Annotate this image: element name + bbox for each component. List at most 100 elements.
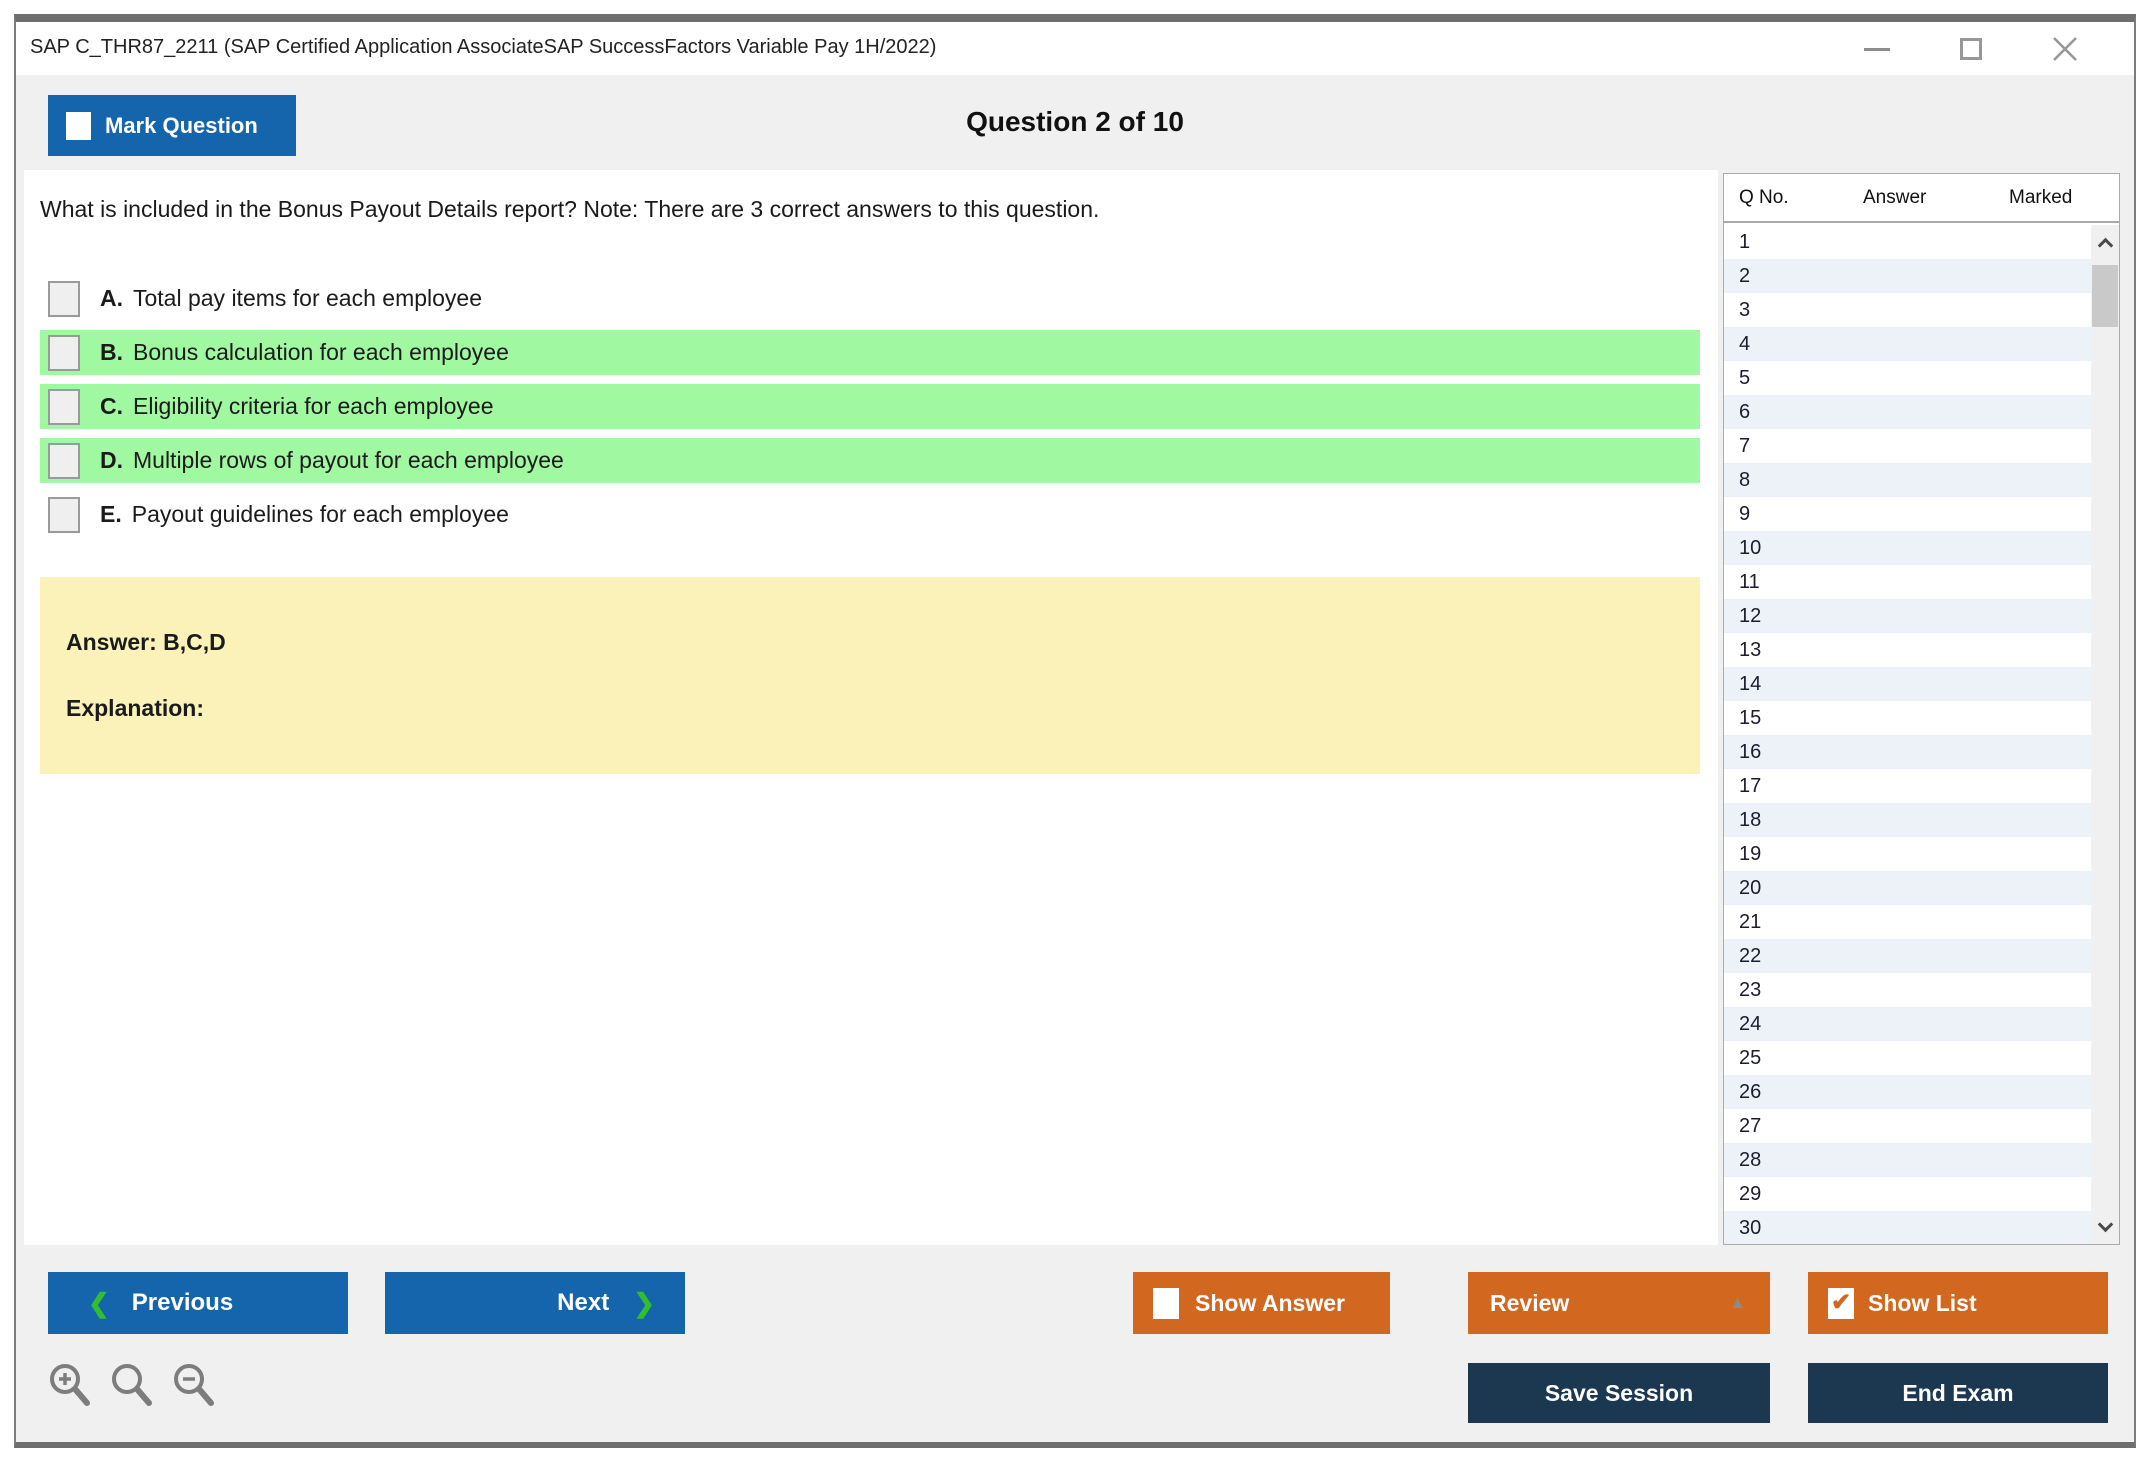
previous-button[interactable]: ❮ Previous — [48, 1272, 348, 1334]
scroll-down-button[interactable] — [2091, 1210, 2119, 1244]
option-checkbox[interactable] — [48, 334, 80, 371]
previous-label: Previous — [131, 1289, 234, 1316]
title-bar: SAP C_THR87_2211 (SAP Certified Applicat… — [16, 22, 2134, 75]
scrollbar-thumb[interactable] — [2092, 265, 2118, 327]
next-chevron-icon: ❯ — [633, 1287, 655, 1318]
scroll-up-button[interactable] — [2091, 225, 2119, 259]
show-list-checkbox[interactable]: ✔ — [1828, 1287, 1854, 1319]
close-icon — [2053, 37, 2077, 61]
question-list-row[interactable]: 26 — [1724, 1075, 2091, 1109]
answer-text: Answer: B,C,D — [66, 629, 226, 655]
next-label: Next — [557, 1289, 610, 1316]
close-button[interactable] — [2048, 32, 2082, 66]
option-text: Eligibility criteria for each employee — [133, 393, 494, 419]
option-row-a[interactable]: A. Total pay items for each employee — [40, 276, 1700, 321]
question-list-row[interactable]: 15 — [1739, 707, 1762, 729]
question-list-row[interactable]: 30 — [1724, 1211, 2091, 1244]
next-button[interactable]: Next ❯ — [385, 1272, 685, 1334]
answer-box: Answer: B,C,D Explanation: — [40, 577, 1700, 774]
option-checkbox[interactable] — [48, 388, 80, 425]
question-list-row[interactable]: 13 — [1739, 639, 1762, 661]
minimize-icon — [1864, 47, 1890, 51]
question-list-row[interactable]: 2 — [1724, 259, 2091, 293]
option-checkbox[interactable] — [48, 280, 80, 317]
question-list-row[interactable]: 19 — [1739, 843, 1762, 865]
question-list-row[interactable]: 14 — [1724, 667, 2091, 701]
option-row-d[interactable]: D. Multiple rows of payout for each emplo… — [40, 438, 1700, 483]
collapse-arrow-icon: ▲ — [1729, 1293, 1746, 1312]
option-text: Multiple rows of payout for each employe… — [133, 447, 564, 473]
zoom-out-icon[interactable] — [170, 1360, 220, 1412]
option-letter: D. — [100, 447, 123, 473]
question-list-row[interactable]: 27 — [1739, 1115, 1762, 1137]
window-controls — [1860, 30, 2082, 68]
question-list-row[interactable]: 18 — [1724, 803, 2091, 837]
explanation-label: Explanation: — [66, 695, 205, 721]
show-answer-button[interactable]: Show Answer — [1133, 1272, 1390, 1334]
question-list-row[interactable]: 23 — [1739, 979, 1762, 1001]
question-list-row[interactable]: 24 — [1724, 1007, 2091, 1041]
show-answer-label: Show Answer — [1195, 1289, 1345, 1316]
option-text: Bonus calculation for each employee — [133, 339, 509, 365]
show-answer-checkbox[interactable] — [1153, 1287, 1179, 1319]
question-list-row[interactable]: 9 — [1739, 503, 1751, 525]
option-checkbox[interactable] — [48, 496, 80, 533]
save-session-label: Save Session — [1544, 1379, 1694, 1406]
question-counter: Question 2 of 10 — [966, 106, 1184, 137]
question-list-row[interactable]: 4 — [1724, 327, 2091, 361]
question-panel: What is included in the Bonus Payout Det… — [24, 170, 1718, 1245]
question-list-row[interactable]: 17 — [1739, 775, 1762, 797]
minimize-button[interactable] — [1860, 32, 1894, 66]
option-letter: A. — [100, 285, 123, 311]
end-exam-button[interactable]: End Exam — [1808, 1363, 2108, 1423]
mark-question-checkbox[interactable] — [66, 111, 91, 140]
question-list-row[interactable]: 8 — [1724, 463, 2091, 497]
column-header-answer: Answer — [1863, 187, 1927, 208]
chevron-down-icon — [2097, 1216, 2113, 1232]
chevron-up-icon — [2097, 237, 2113, 253]
question-list-row[interactable]: 21 — [1739, 911, 1762, 933]
mark-question-button[interactable]: Mark Question — [48, 95, 296, 156]
question-list-row[interactable]: 20 — [1724, 871, 2091, 905]
show-list-label: Show List — [1868, 1289, 1977, 1316]
zoom-in-icon[interactable] — [46, 1360, 96, 1412]
question-list-row[interactable]: 29 — [1739, 1183, 1762, 1205]
end-exam-label: End Exam — [1902, 1379, 2014, 1406]
option-letter: B. — [100, 339, 123, 365]
question-list-row[interactable]: 25 — [1739, 1047, 1762, 1069]
maximize-button[interactable] — [1954, 32, 1988, 66]
question-list-row[interactable]: 10 — [1724, 531, 2091, 565]
question-list-panel: Q No. Answer Marked 1 2 3 4 5 6 7 8 9 10 11 12 13 14 1… — [1723, 173, 2120, 1245]
question-list-row[interactable]: 16 — [1724, 735, 2091, 769]
question-list-row[interactable]: 22 — [1724, 939, 2091, 973]
option-checkbox[interactable] — [48, 442, 80, 479]
question-list-row[interactable]: 3 — [1739, 299, 1751, 321]
question-list-row[interactable]: 5 — [1739, 367, 1751, 389]
maximize-icon — [1960, 38, 1982, 60]
option-row-e[interactable]: E. Payout guidelines for each employee — [40, 492, 1700, 537]
option-text: Total pay items for each employee — [133, 285, 483, 311]
option-row-b[interactable]: B. Bonus calculation for each employee — [40, 330, 1700, 375]
mark-question-label: Mark Question — [105, 112, 258, 138]
column-header-marked: Marked — [2009, 187, 2073, 208]
option-row-c[interactable]: C. Eligibility criteria for each employee — [40, 384, 1700, 429]
review-button[interactable]: Review ▲ — [1468, 1272, 1770, 1334]
option-text: Payout guidelines for each employee — [131, 501, 509, 527]
zoom-reset-icon[interactable] — [108, 1360, 158, 1412]
column-header-qno: Q No. — [1739, 187, 1789, 208]
window-title: SAP C_THR87_2211 (SAP Certified Applicat… — [30, 36, 937, 58]
question-list-row[interactable]: 7 — [1739, 435, 1751, 457]
question-list-row[interactable]: 11 — [1739, 571, 1760, 593]
save-session-button[interactable]: Save Session — [1468, 1363, 1770, 1423]
question-list-row[interactable]: 12 — [1724, 599, 2091, 633]
option-letter: E. — [100, 501, 122, 527]
question-text: What is included in the Bonus Payout Det… — [40, 196, 1100, 222]
question-list-header: Q No. Answer Marked — [1724, 174, 2119, 223]
option-letter: C. — [100, 393, 123, 419]
question-list-scrollbar[interactable] — [2091, 225, 2119, 1244]
show-list-button[interactable]: ✔ Show List — [1808, 1272, 2108, 1334]
question-list-rows: 1 2 3 4 5 6 7 8 9 10 11 12 13 14 15 16 17 18 19 20 21 22 23 24 2… — [1724, 225, 2091, 1244]
question-list-row[interactable]: 1 — [1739, 231, 1751, 253]
question-list-row[interactable]: 28 — [1724, 1143, 2091, 1177]
question-list-row[interactable]: 6 — [1724, 395, 2091, 429]
